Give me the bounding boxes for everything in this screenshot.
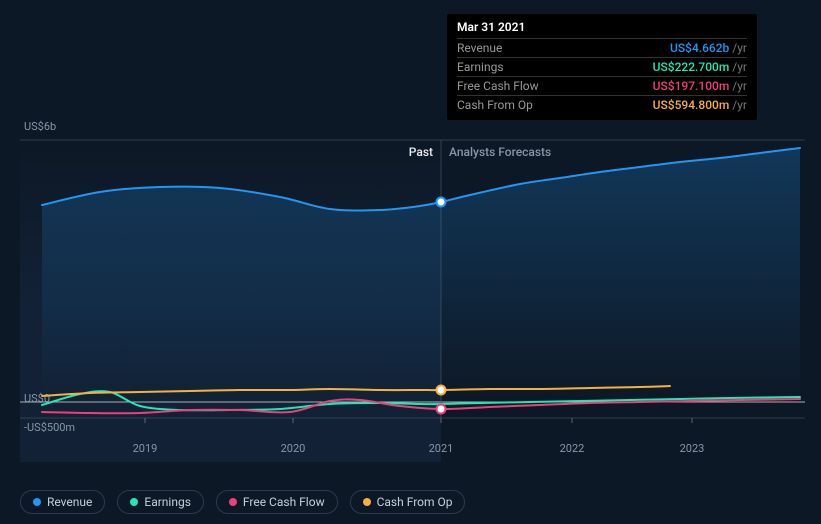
financial-chart: US$6bUS$0-US$500m20192020202120222023Pas… <box>0 0 821 524</box>
tooltip-row-label: Cash From Op <box>457 98 533 112</box>
svg-text:2021: 2021 <box>429 442 454 455</box>
svg-text:2022: 2022 <box>560 442 585 455</box>
chart-legend: Revenue Earnings Free Cash Flow Cash From O… <box>20 490 465 514</box>
tooltip-row-value: US$197.100m/yr <box>653 79 747 93</box>
legend-label: Revenue <box>47 495 92 509</box>
legend-dot-icon <box>33 498 41 506</box>
legend-dot-icon <box>130 498 138 506</box>
legend-dot-icon <box>363 498 371 506</box>
legend-item-cash-from-op[interactable]: Cash From Op <box>350 490 466 514</box>
svg-text:Analysts Forecasts: Analysts Forecasts <box>449 145 551 159</box>
legend-label: Free Cash Flow <box>243 495 325 509</box>
legend-label: Earnings <box>144 495 191 509</box>
svg-text:US$6b: US$6b <box>24 120 56 133</box>
tooltip-date: Mar 31 2021 <box>457 20 747 34</box>
tooltip-row-value: US$594.800m/yr <box>653 98 747 112</box>
tooltip-row-label: Free Cash Flow <box>457 79 539 93</box>
tooltip-row-label: Earnings <box>457 60 504 74</box>
svg-text:2019: 2019 <box>133 442 158 455</box>
tooltip-row-value: US$4.662b/yr <box>670 41 747 55</box>
svg-text:2023: 2023 <box>680 442 705 455</box>
legend-dot-icon <box>229 498 237 506</box>
legend-item-earnings[interactable]: Earnings <box>117 490 204 514</box>
chart-tooltip: Mar 31 2021 Revenue US$4.662b/yr Earnings U… <box>447 14 757 120</box>
tooltip-row: Revenue US$4.662b/yr <box>457 38 747 57</box>
tooltip-row: Free Cash Flow US$197.100m/yr <box>457 76 747 95</box>
svg-text:2020: 2020 <box>281 442 306 455</box>
tooltip-row: Cash From Op US$594.800m/yr <box>457 95 747 114</box>
svg-text:-US$500m: -US$500m <box>24 421 75 434</box>
legend-item-revenue[interactable]: Revenue <box>20 490 105 514</box>
tooltip-row-value: US$222.700m/yr <box>653 60 747 74</box>
legend-label: Cash From Op <box>377 495 453 509</box>
legend-item-free-cash-flow[interactable]: Free Cash Flow <box>216 490 338 514</box>
svg-text:Past: Past <box>409 145 433 159</box>
tooltip-row-label: Revenue <box>457 41 502 55</box>
tooltip-row: Earnings US$222.700m/yr <box>457 57 747 76</box>
